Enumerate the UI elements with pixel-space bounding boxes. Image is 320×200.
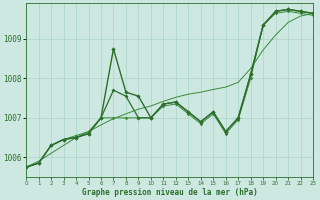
X-axis label: Graphe pression niveau de la mer (hPa): Graphe pression niveau de la mer (hPa)	[82, 188, 258, 197]
